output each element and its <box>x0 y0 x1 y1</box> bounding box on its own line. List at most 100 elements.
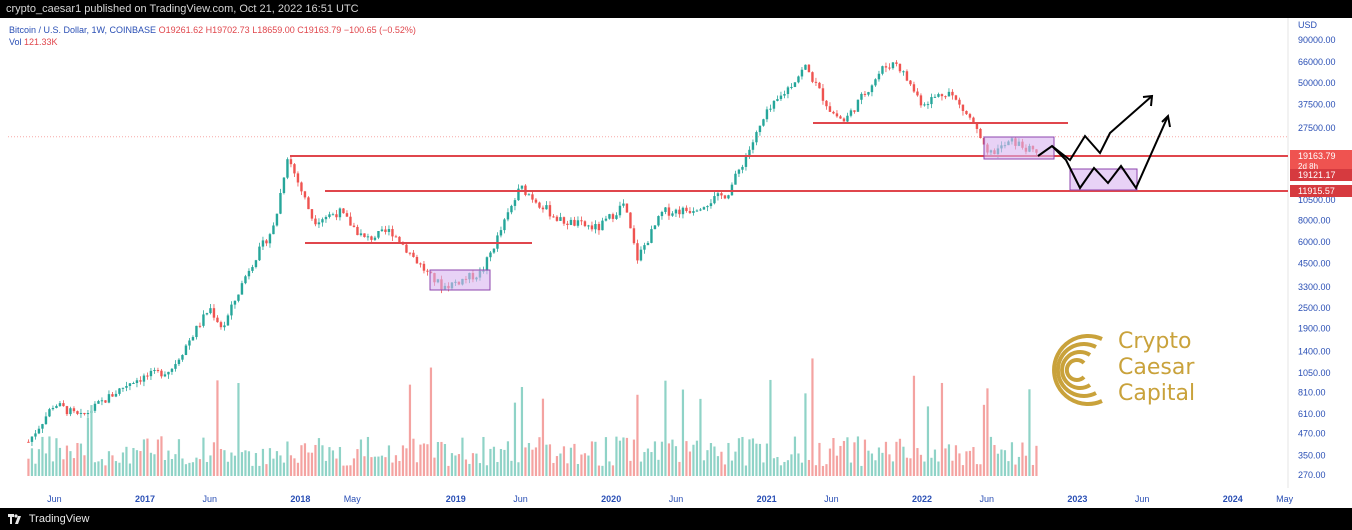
volume-bar <box>156 439 160 476</box>
candle-body <box>198 325 202 327</box>
volume-bar <box>219 448 223 476</box>
volume-bar <box>160 436 163 476</box>
volume-bar <box>825 464 828 476</box>
volume-bar <box>90 405 93 476</box>
candle-body <box>513 200 517 206</box>
chart-panel[interactable] <box>0 18 1352 508</box>
volume-bar <box>352 458 356 476</box>
candle-body <box>877 73 881 80</box>
candle-body <box>975 123 979 129</box>
volume-bar <box>349 465 352 476</box>
candle-body <box>639 249 643 261</box>
volume-bar <box>909 458 912 476</box>
volume-bar <box>979 464 982 476</box>
candle-body <box>268 234 272 244</box>
candle-body <box>72 408 76 412</box>
candle-body <box>828 106 832 112</box>
volume-bar <box>730 460 734 476</box>
volume-bar <box>118 462 121 476</box>
volume-bar <box>954 445 958 476</box>
candle-body <box>580 220 583 222</box>
candle-body <box>205 313 209 315</box>
volume-bar <box>212 442 216 476</box>
volume-bar <box>387 445 391 476</box>
volume-bar <box>814 465 818 476</box>
volume-bar <box>744 465 748 476</box>
volume-bar <box>485 465 489 476</box>
volume-bar <box>839 445 842 476</box>
candle-body <box>576 220 580 226</box>
volume-bar <box>359 439 363 476</box>
candle-body <box>142 375 146 382</box>
volume-bar <box>583 453 587 476</box>
candle-body <box>373 237 377 240</box>
volume-bar <box>114 461 118 476</box>
candle-body <box>422 263 426 271</box>
candle-body <box>741 166 744 170</box>
volume-bar <box>965 451 968 476</box>
volume-bar <box>202 437 205 476</box>
candle-body <box>583 221 587 227</box>
candle-body <box>615 215 618 219</box>
volume-bar <box>142 439 146 476</box>
volume-bar <box>447 465 450 476</box>
candle-body <box>163 374 167 377</box>
ohlc-high: H19702.73 <box>205 25 250 35</box>
volume-bar <box>769 379 772 476</box>
price-chart[interactable]: USD 90000.00 66000.00 50000.00 37500.00 27500… <box>0 18 1352 508</box>
candle-body <box>324 216 328 220</box>
volume-bar <box>307 452 310 476</box>
candle-body <box>293 164 296 174</box>
ohlc-open: O19261.62 <box>158 25 204 35</box>
volume-bar <box>195 457 198 476</box>
candle-body <box>219 322 223 328</box>
volume-bar <box>310 452 314 476</box>
candle-body <box>874 79 877 86</box>
volume-bar <box>345 465 349 476</box>
candle-body <box>499 230 503 236</box>
candle-body <box>622 203 625 206</box>
candle-body <box>954 95 958 100</box>
candle-body <box>587 225 590 227</box>
volume-bar <box>335 458 338 476</box>
time-tick-label: Jun <box>202 494 217 504</box>
candle-body <box>839 116 842 119</box>
volume-bar <box>541 398 545 476</box>
volume-bar <box>569 447 573 476</box>
candle-body <box>695 210 699 212</box>
volume-bar <box>853 442 856 476</box>
candle-body <box>121 387 125 389</box>
candle-body <box>972 117 975 124</box>
candle-body <box>790 86 793 88</box>
candle-body <box>937 94 940 97</box>
volume-bar <box>191 462 195 476</box>
volume-bar <box>709 443 713 476</box>
candle-body <box>356 226 359 236</box>
volume-bar <box>41 436 44 476</box>
candle-body <box>961 104 965 111</box>
candle-body <box>678 209 681 215</box>
candle-body <box>625 203 629 213</box>
volume-bar <box>888 454 891 476</box>
volume-bar <box>765 443 769 476</box>
price-axis-currency: USD <box>1298 20 1318 30</box>
volume-bar <box>870 453 874 476</box>
time-tick-label: May <box>344 494 362 504</box>
volume-bar <box>72 458 76 476</box>
volume-bar <box>496 461 499 476</box>
time-tick-label: Jun <box>824 494 839 504</box>
volume-bar <box>76 443 79 476</box>
candle-body <box>825 100 828 107</box>
volume-bar <box>30 448 34 476</box>
volume-bar <box>37 449 41 476</box>
symbol-title[interactable]: Bitcoin / U.S. Dollar, 1W, COINBASE <box>9 25 157 35</box>
volume-bar <box>153 454 156 476</box>
accumulation-box-2019 <box>429 269 491 291</box>
volume-bar <box>650 452 653 476</box>
candle-body <box>503 219 506 231</box>
candle-body <box>345 213 349 217</box>
candle-body <box>342 208 345 214</box>
volume-bar <box>772 458 776 476</box>
volume-bar <box>293 458 296 476</box>
candle-body <box>709 203 713 207</box>
